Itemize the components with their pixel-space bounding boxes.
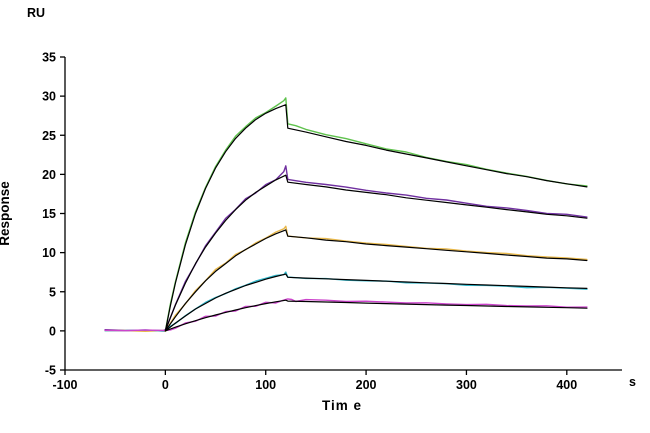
sensorgram-3-data — [104, 225, 588, 332]
sensorgram-2-fit — [164, 174, 588, 332]
y-axis-title: Response — [0, 181, 12, 246]
y-tick-label: 10 — [42, 246, 56, 260]
x-tick-label: 300 — [456, 378, 477, 392]
sensorgram-1-fit — [164, 104, 588, 332]
y-tick-label: 15 — [42, 207, 56, 221]
y-tick-label: 20 — [42, 168, 56, 182]
sensorgram-5-fit — [164, 299, 588, 332]
y-tick-label: 5 — [49, 285, 56, 299]
sensorgram-1-data — [104, 97, 588, 332]
x-tick-label: 100 — [255, 378, 276, 392]
y-tick-label: 0 — [49, 324, 56, 338]
x-tick-label: 200 — [356, 378, 377, 392]
x-axis-unit-label: s — [629, 375, 636, 389]
y-tick-label: 25 — [42, 129, 56, 143]
x-tick-label: 0 — [162, 378, 169, 392]
sensorgram-3-fit — [164, 229, 588, 332]
x-tick-label: -100 — [52, 378, 77, 392]
y-tick-label: 35 — [42, 51, 56, 65]
x-tick-label: 400 — [556, 378, 577, 392]
sensorgram-5-data — [104, 298, 588, 332]
sensorgram-4-fit — [164, 273, 588, 332]
y-tick-label: 30 — [42, 90, 56, 104]
y-axis-unit-label: RU — [27, 6, 46, 20]
y-tick-label: -5 — [45, 364, 56, 378]
x-axis-title: Tim e — [322, 398, 363, 413]
